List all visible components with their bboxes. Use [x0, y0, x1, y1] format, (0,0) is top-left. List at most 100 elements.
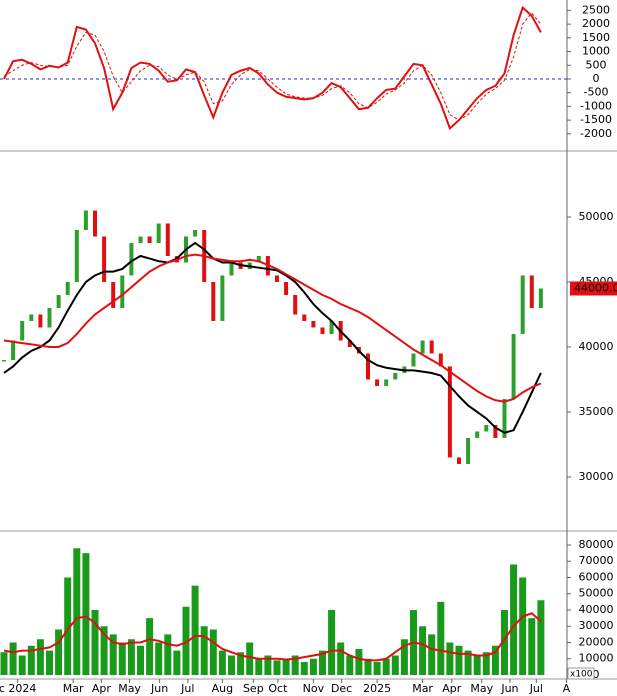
- y-tick-label: 50000: [579, 587, 614, 600]
- price-bar: [147, 236, 152, 243]
- y-tick-label: 2000: [582, 17, 610, 30]
- price-bar: [447, 366, 452, 458]
- y-tick-label: 1000: [582, 45, 610, 58]
- volume-bar: [482, 652, 490, 675]
- volume-bar: [237, 652, 245, 675]
- volume-bar: [364, 658, 372, 675]
- price-bar: [2, 359, 7, 362]
- x-tick-label: Aug: [212, 682, 233, 695]
- volume-bar: [264, 655, 272, 675]
- volume-bar: [191, 585, 199, 675]
- x-tick-label: Jun: [500, 682, 518, 695]
- volume-bar: [300, 661, 308, 675]
- volume-bar: [46, 650, 54, 675]
- volume-bar: [537, 600, 545, 675]
- y-tick-label: 30000: [579, 470, 614, 483]
- price-bar: [29, 314, 34, 321]
- price-bar: [329, 320, 334, 334]
- price-bar: [83, 210, 88, 230]
- price-bar: [156, 223, 161, 243]
- price-bar: [56, 294, 61, 308]
- y-tick-label: 40000: [579, 603, 614, 616]
- x-tick-label: A: [563, 682, 571, 695]
- volume-bar: [455, 645, 463, 675]
- volume-bar: [318, 650, 326, 675]
- volume-bar: [355, 648, 363, 675]
- volume-bar: [255, 658, 263, 675]
- volume-bar: [419, 626, 427, 675]
- volume-bar: [146, 618, 154, 675]
- y-tick-label: 2500: [582, 3, 610, 16]
- volume-ma: [3, 612, 542, 662]
- price-bar: [93, 210, 98, 237]
- price-bar: [220, 275, 225, 321]
- y-tick-label: -500: [584, 86, 609, 99]
- volume-bar: [491, 645, 499, 675]
- volume-bar: [282, 658, 290, 675]
- y-tick-label: 30000: [579, 619, 614, 632]
- macd-line: [3, 5, 542, 131]
- volume-bar: [27, 645, 35, 675]
- x-tick-label: Oct: [268, 682, 288, 695]
- volume-bar: [91, 609, 99, 675]
- y-tick-label: -1000: [580, 99, 612, 112]
- volume-bar: [164, 634, 172, 675]
- price-bar: [74, 229, 79, 282]
- x-tick-label: May: [470, 682, 493, 695]
- volume-bar: [337, 642, 345, 675]
- price-bar: [484, 424, 489, 432]
- volume-bar: [64, 577, 72, 675]
- volume-bar: [55, 629, 63, 675]
- price-bar: [456, 457, 461, 464]
- y-tick-label: 500: [586, 58, 607, 71]
- moving-average: [3, 241, 542, 434]
- volume-bar: [136, 645, 144, 675]
- x-tick-label: Nov: [303, 682, 325, 695]
- volume-bar: [519, 577, 527, 675]
- x-tick-label: Dec: [331, 682, 352, 695]
- price-bar: [384, 379, 389, 386]
- y-tick-label: 40000: [579, 340, 614, 353]
- volume-bar: [500, 609, 508, 675]
- y-tick-label: 35000: [579, 405, 614, 418]
- volume-bar: [382, 658, 390, 675]
- price-bar: [420, 340, 425, 354]
- price-bar: [129, 242, 134, 276]
- volume-bar: [446, 642, 454, 675]
- price-bar: [38, 314, 43, 328]
- price-bar: [529, 275, 534, 308]
- price-bar: [138, 236, 143, 243]
- unit-label: x100: [570, 670, 593, 680]
- volume-bar: [227, 655, 235, 675]
- volume-bar: [36, 639, 44, 675]
- volume-bar: [127, 639, 135, 675]
- y-tick-label: 80000: [579, 538, 614, 551]
- price-bar: [102, 236, 107, 282]
- moving-average: [3, 253, 542, 403]
- y-tick-label: 0: [593, 668, 600, 681]
- x-tick-label: Sep: [243, 682, 264, 695]
- price-bar: [320, 327, 325, 334]
- y-tick-label: 60000: [579, 570, 614, 583]
- macd-line: [3, 12, 542, 121]
- volume-bar: [173, 650, 181, 675]
- volume-bar: [73, 548, 81, 675]
- price-bar: [347, 340, 352, 347]
- price-bar: [120, 275, 125, 308]
- volume-bar: [400, 639, 408, 675]
- x-tick-label: Jul: [529, 682, 543, 695]
- volume-bar: [82, 553, 90, 675]
- volume-bar: [291, 655, 299, 675]
- y-tick-label: -1500: [580, 113, 612, 126]
- volume-bar: [100, 626, 108, 675]
- price-bar: [193, 229, 198, 237]
- volume-bar: [473, 655, 481, 675]
- unit-box: [567, 667, 595, 680]
- price-bar: [411, 353, 416, 367]
- volume-bar: [510, 564, 518, 675]
- volume-bar: [182, 606, 190, 675]
- volume-bar: [0, 652, 8, 675]
- price-bar: [47, 307, 52, 328]
- price-bar: [475, 431, 480, 438]
